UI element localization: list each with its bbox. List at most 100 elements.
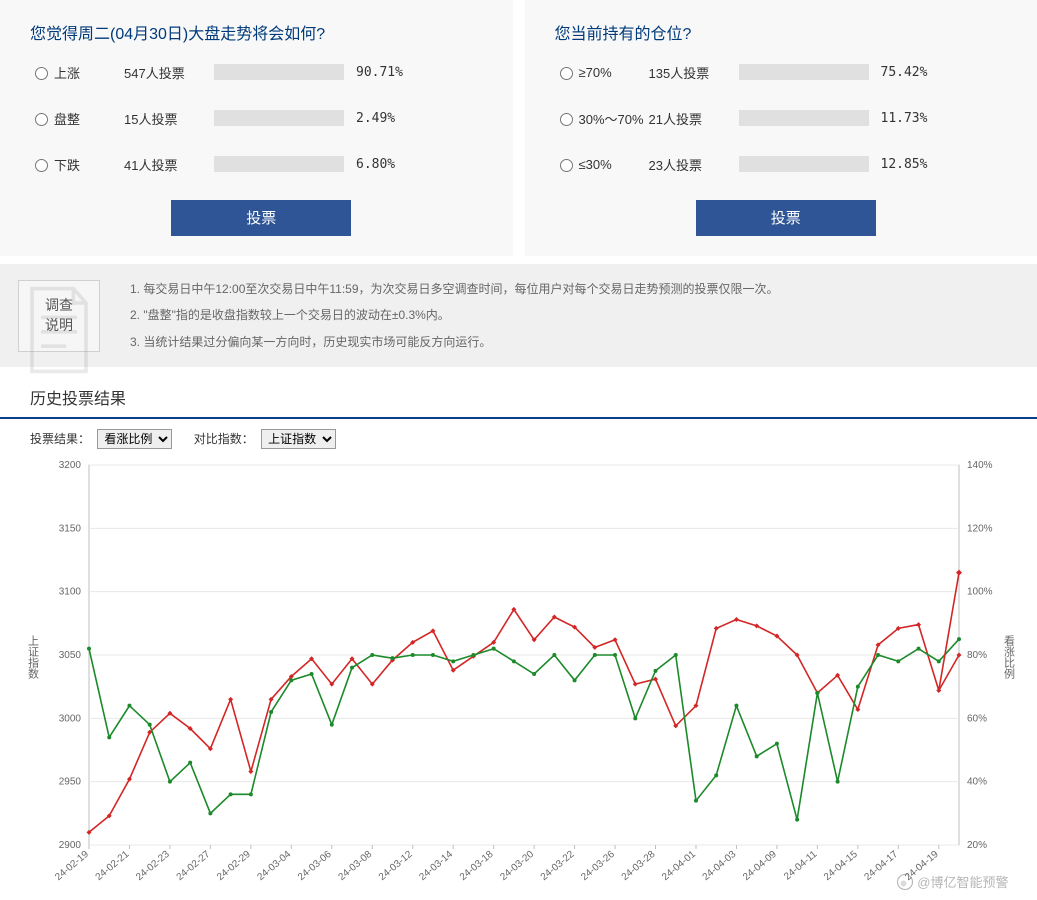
svg-text:24-04-11: 24-04-11 <box>782 849 820 883</box>
svg-text:24-03-20: 24-03-20 <box>498 849 536 883</box>
svg-text:24-03-06: 24-03-06 <box>295 849 333 883</box>
svg-text:24-03-14: 24-03-14 <box>417 849 455 883</box>
svg-text:3100: 3100 <box>58 587 81 598</box>
poll-options: ≥70%135人投票 75.42% 30%～70%21人投票 11.73% ≤30%23… <box>555 62 1018 174</box>
svg-text:24-03-28: 24-03-28 <box>619 849 657 883</box>
poll-option-label: 30%～70% <box>579 109 649 128</box>
svg-text:24-04-03: 24-04-03 <box>700 849 738 883</box>
control-label-result: 投票结果： <box>30 432 90 446</box>
poll-option-votes: 547人投票 <box>124 63 214 82</box>
poll-option: 上涨547人投票 90.71% <box>30 62 493 82</box>
poll-option-label: 下跌 <box>54 155 124 174</box>
svg-text:24-04-09: 24-04-09 <box>741 849 779 883</box>
svg-text:24-03-12: 24-03-12 <box>376 849 414 883</box>
notes-label-2: 说明 <box>45 317 73 333</box>
chart-controls: 投票结果： 看涨比例 对比指数： 上证指数 <box>0 419 1037 455</box>
poll-bar-track <box>739 156 869 172</box>
svg-text:3000: 3000 <box>58 714 81 725</box>
svg-text:140%: 140% <box>967 460 993 471</box>
svg-text:24-02-29: 24-02-29 <box>215 849 253 883</box>
svg-text:2900: 2900 <box>58 840 81 851</box>
svg-text:24-03-26: 24-03-26 <box>579 849 617 883</box>
poll-panel-trend: 您觉得周二(04月30日)大盘走势将会如何? 上涨547人投票 90.71% 盘整1… <box>0 0 513 256</box>
vote-button-trend[interactable]: 投票 <box>171 200 351 236</box>
poll-bar-track <box>214 64 344 80</box>
poll-option-label: 盘整 <box>54 109 124 128</box>
poll-option: ≥70%135人投票 75.42% <box>555 62 1018 82</box>
svg-text:24-03-22: 24-03-22 <box>538 849 576 883</box>
svg-text:24-02-19: 24-02-19 <box>53 849 91 883</box>
select-vote-result[interactable]: 看涨比例 <box>97 429 172 449</box>
svg-text:120%: 120% <box>967 524 993 535</box>
poll-option-pct: 2.49% <box>356 111 416 126</box>
poll-radio[interactable] <box>560 159 573 172</box>
svg-text:80%: 80% <box>967 650 987 661</box>
notes-item: 3. 当统计结果过分偏向某一方向时，历史现实市场可能反方向运行。 <box>130 329 1019 355</box>
chart-svg: 2900 2950 3000 3050 3100 3150 3200 20% 40% 60% 80%… <box>19 455 1019 895</box>
svg-text:24-03-18: 24-03-18 <box>457 849 495 883</box>
watermark-text: @博亿智能预警 <box>917 872 1008 891</box>
polls-row: 您觉得周二(04月30日)大盘走势将会如何? 上涨547人投票90.71%盘整1… <box>0 0 1037 256</box>
poll-radio[interactable] <box>560 67 573 80</box>
poll-option-votes: 135人投票 <box>649 63 739 82</box>
svg-text:2950: 2950 <box>58 777 81 788</box>
svg-text:3050: 3050 <box>58 650 81 661</box>
poll-option: 下跌41人投票 6.80% <box>30 154 493 174</box>
poll-option-label: 上涨 <box>54 63 124 82</box>
svg-text:3200: 3200 <box>58 460 81 471</box>
svg-text:100%: 100% <box>967 587 993 598</box>
poll-bar-track <box>214 110 344 126</box>
poll-title: 您觉得周二(04月30日)大盘走势将会如何? <box>30 20 493 44</box>
svg-text:24-02-27: 24-02-27 <box>174 849 212 883</box>
poll-radio[interactable] <box>560 113 573 126</box>
svg-text:24-02-23: 24-02-23 <box>134 849 172 883</box>
poll-bar-track <box>739 64 869 80</box>
svg-text:24-04-15: 24-04-15 <box>822 849 860 883</box>
notes-list: 1. 每交易日中午12:00至次交易日中午11:59，为次交易日多空调查时间，每… <box>130 276 1019 355</box>
survey-notes: 调查 说明 1. 每交易日中午12:00至次交易日中午11:59，为次交易日多空… <box>0 264 1037 367</box>
notes-item: 1. 每交易日中午12:00至次交易日中午11:59，为次交易日多空调查时间，每… <box>130 276 1019 302</box>
history-title: 历史投票结果 <box>0 367 1037 419</box>
weibo-icon <box>896 873 914 891</box>
svg-text:3150: 3150 <box>58 524 81 535</box>
poll-radio[interactable] <box>35 113 48 126</box>
svg-text:20%: 20% <box>967 840 987 851</box>
poll-option-pct: 6.80% <box>356 157 416 172</box>
svg-text:60%: 60% <box>967 714 987 725</box>
poll-options: 上涨547人投票 90.71% 盘整15人投票 2.49% 下跌41人投票 6.80% <box>30 62 493 174</box>
vote-button-position[interactable]: 投票 <box>696 200 876 236</box>
notes-item: 2. "盘整"指的是收盘指数较上一个交易日的波动在±0.3%内。 <box>130 302 1019 328</box>
poll-panel-position: 您当前持有的仓位? ≥70%135人投票 75.42% 30%～70%21人投票 11… <box>525 0 1037 256</box>
poll-option: 30%～70%21人投票 11.73% <box>555 108 1018 128</box>
poll-radio[interactable] <box>35 159 48 172</box>
poll-bar-track <box>214 156 344 172</box>
svg-text:24-03-04: 24-03-04 <box>255 849 293 883</box>
poll-option: ≤30%23人投票12.85% <box>555 154 1018 174</box>
poll-option-pct: 75.42% <box>881 65 941 80</box>
history-chart: 上证指数 看涨比例 2900 2950 3000 3050 3100 3150 3200 20… <box>19 455 1019 895</box>
watermark: @博亿智能预警 <box>896 872 1008 891</box>
left-axis-label: 上证指数 <box>25 635 41 679</box>
notes-icon-box: 调查 说明 <box>18 280 100 352</box>
notes-label-1: 调查 <box>45 297 73 313</box>
poll-option-label: ≥70% <box>579 65 649 80</box>
poll-option-votes: 15人投票 <box>124 109 214 128</box>
poll-option: 盘整15人投票 2.49% <box>30 108 493 128</box>
poll-option-pct: 90.71% <box>356 65 416 80</box>
svg-text:24-03-08: 24-03-08 <box>336 849 374 883</box>
svg-text:40%: 40% <box>967 777 987 788</box>
poll-option-label: ≤30% <box>579 157 649 172</box>
poll-option-votes: 41人投票 <box>124 155 214 174</box>
select-compare-index[interactable]: 上证指数 <box>261 429 336 449</box>
svg-text:24-02-21: 24-02-21 <box>93 849 131 883</box>
poll-title: 您当前持有的仓位? <box>555 20 1018 44</box>
poll-option-pct: 11.73% <box>881 111 941 126</box>
poll-option-votes: 23人投票 <box>649 155 739 174</box>
poll-radio[interactable] <box>35 67 48 80</box>
poll-option-votes: 21人投票 <box>649 109 739 128</box>
svg-text:24-04-17: 24-04-17 <box>862 849 900 883</box>
right-axis-label: 看涨比例 <box>1001 635 1017 679</box>
poll-bar-track <box>739 110 869 126</box>
control-label-index: 对比指数： <box>194 432 254 446</box>
svg-text:24-04-01: 24-04-01 <box>660 849 698 883</box>
